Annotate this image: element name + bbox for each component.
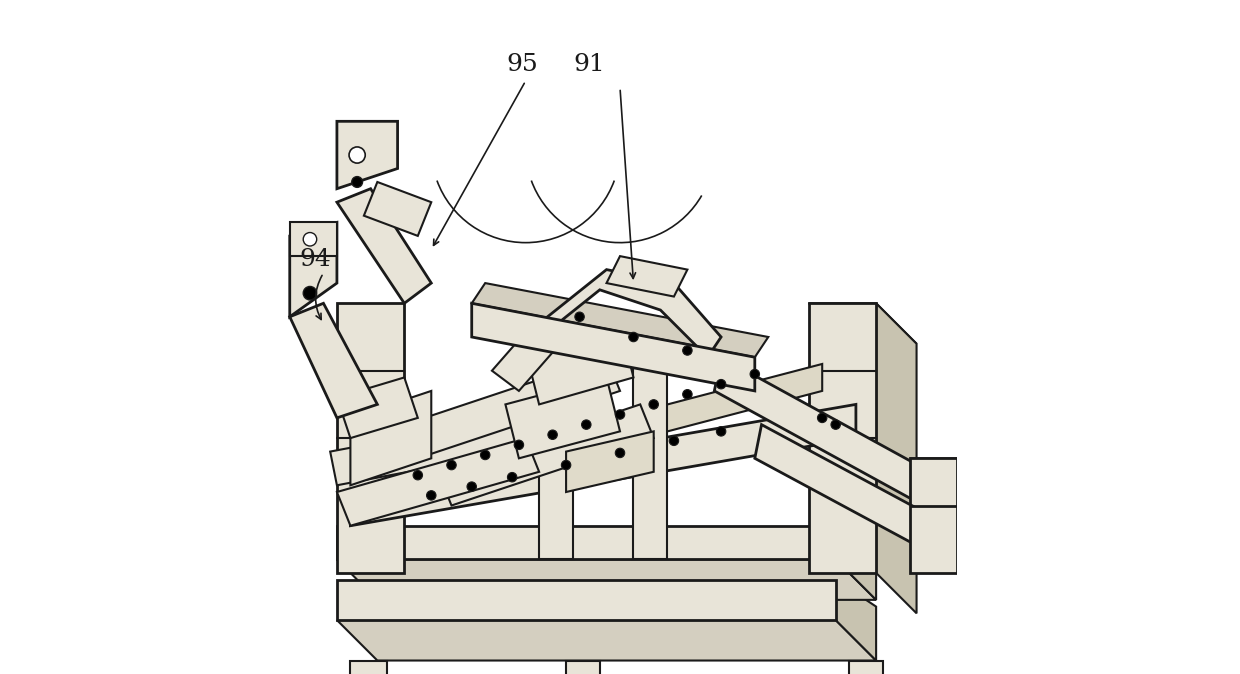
Polygon shape bbox=[808, 303, 877, 573]
Text: 94: 94 bbox=[300, 248, 331, 271]
Polygon shape bbox=[849, 661, 883, 674]
Circle shape bbox=[717, 427, 725, 436]
Circle shape bbox=[750, 369, 760, 379]
Circle shape bbox=[615, 410, 625, 419]
Polygon shape bbox=[337, 620, 877, 661]
Polygon shape bbox=[290, 222, 337, 317]
Polygon shape bbox=[337, 526, 836, 559]
Polygon shape bbox=[351, 391, 432, 485]
Polygon shape bbox=[337, 580, 836, 620]
Circle shape bbox=[515, 440, 523, 450]
Circle shape bbox=[507, 472, 517, 482]
Polygon shape bbox=[337, 189, 432, 303]
Circle shape bbox=[717, 379, 725, 389]
Circle shape bbox=[683, 346, 692, 355]
Circle shape bbox=[427, 491, 436, 500]
Polygon shape bbox=[471, 303, 755, 391]
Polygon shape bbox=[567, 661, 600, 674]
Polygon shape bbox=[567, 431, 653, 492]
Polygon shape bbox=[404, 357, 620, 458]
Polygon shape bbox=[910, 458, 957, 526]
Circle shape bbox=[817, 413, 827, 423]
Text: 95: 95 bbox=[506, 53, 538, 75]
Circle shape bbox=[582, 420, 591, 429]
Text: 91: 91 bbox=[574, 53, 605, 75]
Polygon shape bbox=[714, 357, 930, 506]
Polygon shape bbox=[351, 661, 387, 674]
Polygon shape bbox=[351, 404, 856, 526]
Circle shape bbox=[352, 177, 362, 187]
Polygon shape bbox=[755, 425, 936, 553]
Polygon shape bbox=[836, 580, 877, 661]
Polygon shape bbox=[836, 526, 877, 600]
Circle shape bbox=[629, 332, 639, 342]
Polygon shape bbox=[337, 438, 539, 526]
Polygon shape bbox=[337, 377, 418, 438]
Polygon shape bbox=[808, 303, 916, 344]
Polygon shape bbox=[290, 222, 337, 256]
Circle shape bbox=[649, 400, 658, 409]
Polygon shape bbox=[337, 559, 877, 600]
Circle shape bbox=[683, 390, 692, 399]
Circle shape bbox=[562, 460, 570, 470]
Polygon shape bbox=[526, 324, 634, 404]
Polygon shape bbox=[384, 364, 822, 506]
Polygon shape bbox=[910, 458, 977, 472]
Circle shape bbox=[575, 312, 584, 321]
Polygon shape bbox=[471, 283, 769, 357]
Circle shape bbox=[348, 147, 366, 163]
Polygon shape bbox=[506, 377, 620, 458]
Polygon shape bbox=[877, 303, 916, 613]
Polygon shape bbox=[330, 404, 587, 485]
Polygon shape bbox=[606, 256, 687, 297]
Polygon shape bbox=[532, 270, 722, 357]
Polygon shape bbox=[438, 404, 653, 506]
Circle shape bbox=[615, 448, 625, 458]
Polygon shape bbox=[337, 303, 404, 573]
Circle shape bbox=[670, 436, 678, 446]
Polygon shape bbox=[539, 324, 573, 559]
Circle shape bbox=[480, 450, 490, 460]
Polygon shape bbox=[634, 324, 667, 559]
Circle shape bbox=[413, 470, 423, 480]
Circle shape bbox=[831, 420, 841, 429]
Circle shape bbox=[467, 482, 476, 491]
Polygon shape bbox=[910, 506, 957, 573]
Circle shape bbox=[548, 430, 557, 439]
Polygon shape bbox=[363, 182, 432, 236]
Polygon shape bbox=[337, 121, 398, 189]
Polygon shape bbox=[492, 317, 567, 391]
Polygon shape bbox=[910, 506, 977, 519]
Circle shape bbox=[304, 286, 316, 300]
Polygon shape bbox=[290, 303, 377, 418]
Circle shape bbox=[446, 460, 456, 470]
Circle shape bbox=[304, 233, 316, 246]
